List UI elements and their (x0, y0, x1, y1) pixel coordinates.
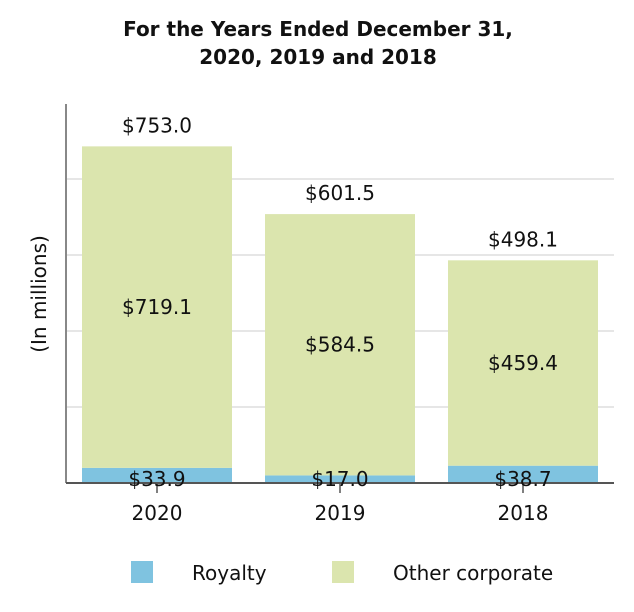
x-tick-label-2020: 2020 (132, 501, 183, 525)
data-label-royalty-2020: $33.9 (128, 467, 185, 491)
chart-title-line-1: For the Years Ended December 31, (123, 17, 513, 41)
data-label-other-corporate-2018: $459.4 (488, 351, 558, 375)
bar-other-corporate-2020 (82, 146, 232, 468)
bars (82, 146, 598, 483)
data-label-royalty-2018: $38.7 (494, 467, 551, 491)
total-label-2020: $753.0 (122, 113, 192, 137)
data-labels: $33.9 $719.1 $753.0 $17.0 $584.5 $601.5 $38.7 $… (122, 113, 558, 491)
legend-swatch-royalty (131, 561, 153, 583)
y-axis-title: (In millions) (27, 235, 51, 353)
total-label-2019: $601.5 (305, 181, 375, 205)
data-label-other-corporate-2019: $584.5 (305, 333, 375, 357)
legend-label-other-corporate: Other corporate (393, 561, 553, 585)
data-label-royalty-2019: $17.0 (311, 467, 368, 491)
total-label-2018: $498.1 (488, 227, 558, 251)
x-tick-label-2019: 2019 (315, 501, 366, 525)
data-label-other-corporate-2020: $719.1 (122, 295, 192, 319)
legend-swatch-other-corporate (332, 561, 354, 583)
legend: Royalty Other corporate (131, 561, 553, 585)
bar-royalty-2019 (265, 475, 415, 483)
bar-royalty-2020 (82, 467, 232, 483)
bar-other-corporate-2019 (265, 214, 415, 476)
x-ticks: 2020 2019 2018 (132, 483, 549, 525)
x-tick-label-2018: 2018 (498, 501, 549, 525)
bar-other-corporate-2018 (448, 260, 598, 466)
legend-label-royalty: Royalty (192, 561, 267, 585)
chart-title-line-2: 2020, 2019 and 2018 (199, 45, 437, 69)
bar-royalty-2018 (448, 465, 598, 483)
